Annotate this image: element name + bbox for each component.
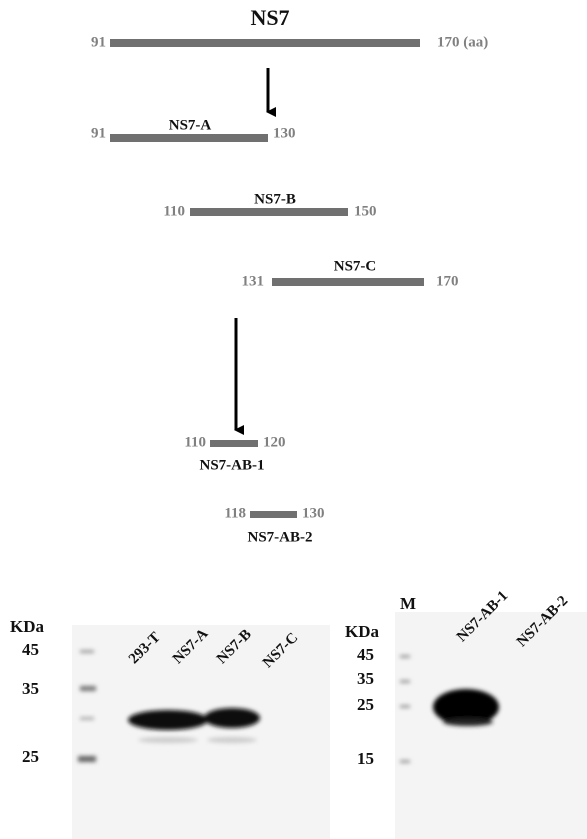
end: 150 bbox=[354, 203, 377, 219]
label: NS7-AB-1 bbox=[199, 457, 264, 473]
marker: 45 bbox=[357, 645, 374, 664]
marker: 15 bbox=[357, 749, 374, 768]
blot bbox=[72, 625, 330, 839]
start: 110 bbox=[184, 434, 206, 450]
end: 130 bbox=[273, 125, 296, 141]
unit: KDa bbox=[345, 622, 380, 641]
bar bbox=[210, 440, 258, 447]
start: 91 bbox=[91, 34, 106, 50]
marker: 35 bbox=[357, 669, 374, 688]
start: 131 bbox=[242, 273, 265, 289]
end: 130 bbox=[302, 505, 325, 521]
label: NS7-A bbox=[169, 117, 212, 133]
bar bbox=[190, 208, 348, 216]
unit: KDa bbox=[10, 617, 45, 636]
marker: 25 bbox=[22, 747, 39, 766]
marker: 35 bbox=[22, 679, 39, 698]
title: NS7 bbox=[250, 5, 289, 30]
start: 118 bbox=[224, 505, 246, 521]
marker-lane: M bbox=[400, 594, 416, 613]
end: 120 bbox=[263, 434, 286, 450]
blot bbox=[395, 612, 587, 839]
start: 110 bbox=[163, 203, 185, 219]
bar bbox=[110, 39, 420, 47]
bar bbox=[250, 511, 297, 518]
bar bbox=[110, 134, 268, 142]
start: 91 bbox=[91, 125, 106, 141]
marker: 25 bbox=[357, 695, 374, 714]
marker: 45 bbox=[22, 640, 39, 659]
label: NS7-C bbox=[334, 258, 377, 274]
label: NS7-AB-2 bbox=[247, 529, 312, 545]
figure: NS7 91 170 (aa) NS7-A 91 130 NS7-B 110 1… bbox=[0, 0, 587, 839]
end: 170 (aa) bbox=[437, 34, 488, 50]
label: NS7-B bbox=[254, 191, 296, 207]
end: 170 bbox=[436, 273, 459, 289]
bar bbox=[272, 278, 424, 286]
